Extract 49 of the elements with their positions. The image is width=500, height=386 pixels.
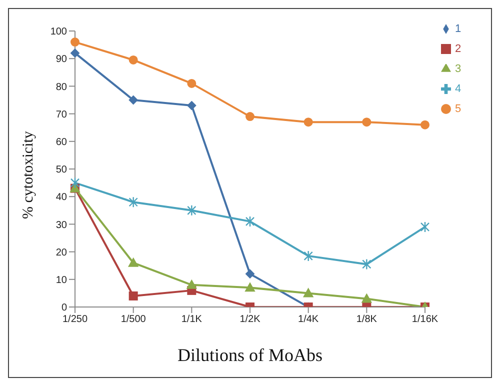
- point: [362, 294, 372, 303]
- legend-label: 3: [455, 63, 462, 75]
- point: [362, 258, 372, 270]
- y-tick-label: 90: [56, 54, 68, 66]
- y-axis-title: % cytotoxicity: [20, 130, 36, 219]
- x-tick-label: 1/500: [120, 314, 146, 326]
- point: [246, 112, 254, 122]
- legend-label: 2: [455, 43, 462, 55]
- point: [128, 55, 138, 64]
- y-tick-label: 20: [56, 247, 68, 258]
- y-tick-label: 30: [56, 220, 68, 231]
- y-tick-label: 100: [50, 26, 68, 38]
- y-tick-label: 40: [56, 192, 68, 204]
- x-tick-label: 1/250: [62, 314, 88, 326]
- x-tick-label: 1/8K: [356, 314, 378, 326]
- x-axis-title: Dilutions of MoAbs: [177, 345, 323, 365]
- y-tick-label: 70: [56, 109, 68, 120]
- legend-label: 5: [455, 103, 462, 115]
- point: [304, 250, 313, 262]
- point: [304, 118, 313, 127]
- point: [187, 204, 196, 216]
- x-tick-label: 1/4K: [298, 314, 319, 326]
- y-tick-label: 80: [56, 82, 68, 93]
- x-tick-label: 1/1K: [181, 314, 202, 326]
- point: [245, 282, 255, 292]
- point: [128, 291, 138, 300]
- y-tick-label: 10: [56, 274, 68, 286]
- point: [187, 78, 196, 88]
- x-tick-label: 1/2K: [240, 314, 261, 326]
- legend-label: 1: [455, 23, 462, 35]
- point: [128, 196, 138, 208]
- y-tick-label: 0: [61, 302, 68, 314]
- point: [303, 288, 314, 298]
- point: [362, 118, 372, 127]
- y-tick-label: 50: [56, 164, 68, 176]
- point: [70, 48, 80, 58]
- point: [70, 177, 80, 188]
- y-tick-label: 60: [56, 136, 68, 148]
- point: [245, 216, 255, 228]
- point: [420, 120, 430, 130]
- point: [128, 258, 138, 267]
- x-tick-label: 1/16K: [412, 314, 438, 326]
- point: [128, 96, 138, 104]
- point: [186, 280, 197, 289]
- point: [70, 38, 80, 47]
- legend-label: 4: [455, 83, 462, 95]
- point: [420, 221, 430, 233]
- point: [246, 269, 254, 278]
- point: [187, 101, 196, 110]
